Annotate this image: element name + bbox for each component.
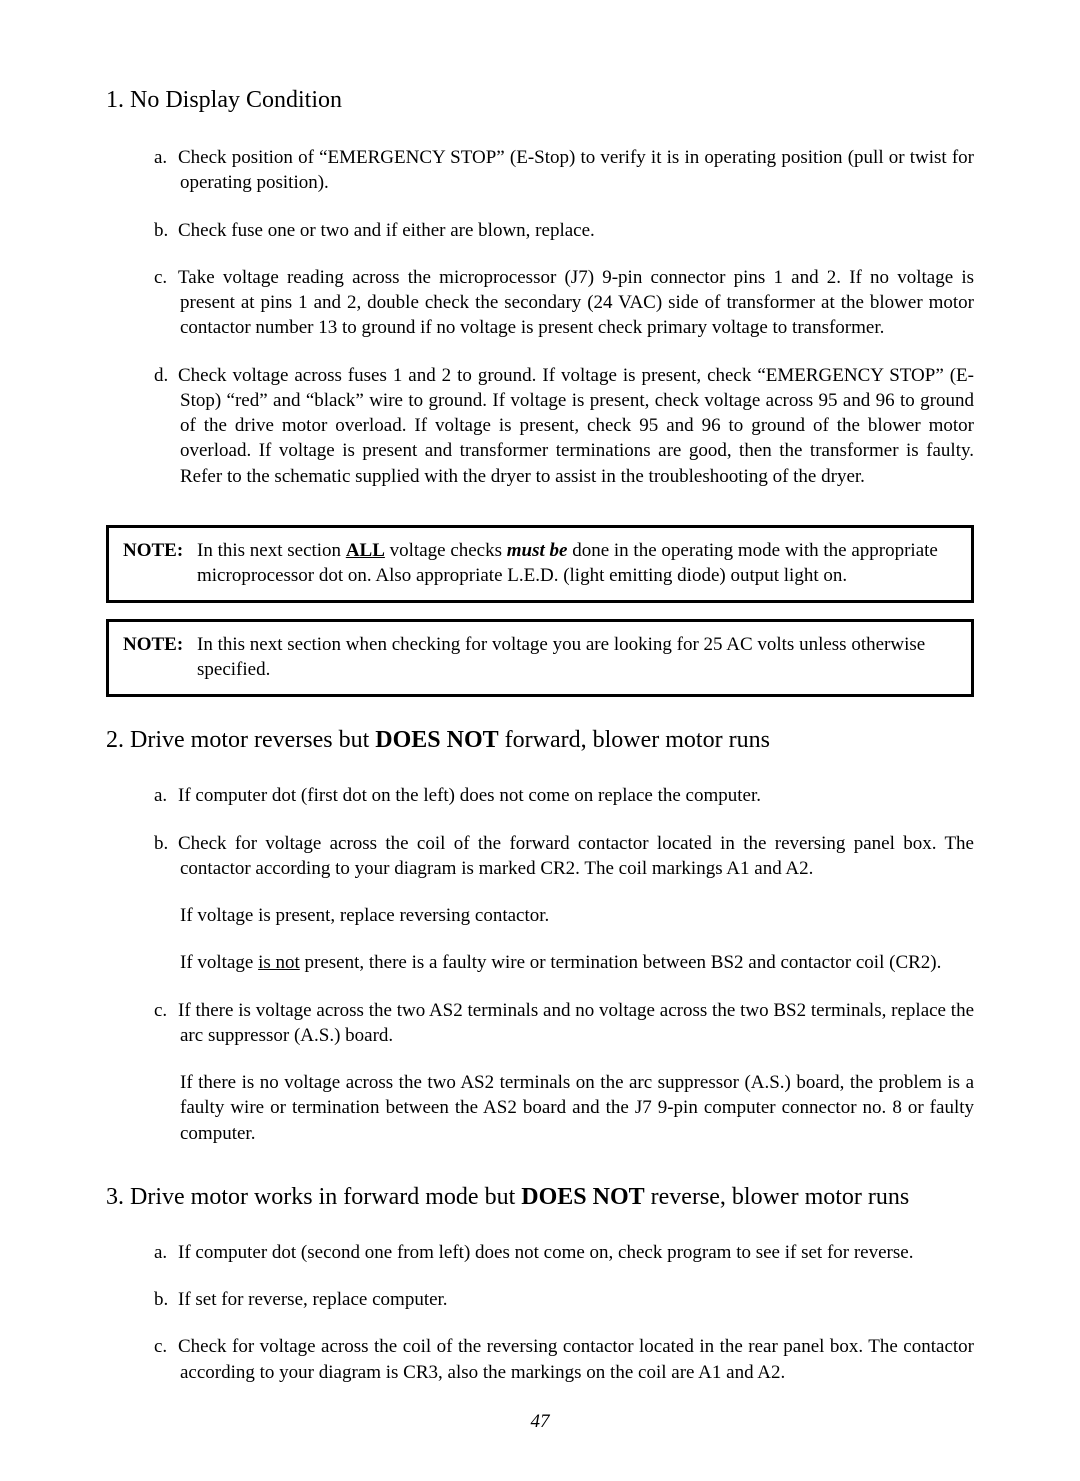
list-item: a.If computer dot (second one from left)… [130, 1240, 974, 1265]
section-2: 2. Drive motor reverses but DOES NOT for… [106, 725, 974, 1146]
item-paragraph: If voltage is present, replace reversing… [180, 903, 974, 928]
item-text: If there is voltage across the two AS2 t… [178, 1000, 974, 1046]
item-text: If set for reverse, replace computer. [178, 1289, 448, 1310]
item-label: c. [154, 1334, 178, 1359]
section-number: 1. [106, 87, 124, 113]
item-text: Check for voltage across the coil of the… [178, 1336, 974, 1382]
item-text: If computer dot (second one from left) d… [178, 1242, 913, 1263]
item-paragraph: If there is no voltage across the two AS… [180, 1070, 974, 1146]
item-text: If computer dot (first dot on the left) … [178, 785, 761, 806]
note-label: NOTE: [123, 538, 197, 588]
section-1: 1. No Display Condition a.Check position… [106, 85, 974, 489]
section-3-heading: 3. Drive motor works in forward mode but… [106, 1182, 974, 1212]
para-underline: is not [258, 952, 300, 973]
item-label: a. [154, 1240, 178, 1265]
section-title-bold: DOES NOT [375, 727, 498, 753]
section-2-heading: 2. Drive motor reverses but DOES NOT for… [106, 725, 974, 755]
list-item: c.Take voltage reading across the microp… [130, 265, 974, 341]
item-label: a. [154, 783, 178, 808]
note-label: NOTE: [123, 632, 197, 682]
item-label: a. [154, 145, 178, 170]
list-item: c.If there is voltage across the two AS2… [130, 998, 974, 1146]
item-text: Check voltage across fuses 1 and 2 to gr… [178, 365, 974, 487]
note-box-1: NOTE: In this next section ALL voltage c… [106, 525, 974, 603]
item-label: c. [154, 998, 178, 1023]
item-label: b. [154, 831, 178, 856]
document-page: 1. No Display Condition a.Check position… [0, 0, 1080, 1481]
list-item: c.Check for voltage across the coil of t… [130, 1334, 974, 1385]
section-2-list: a.If computer dot (first dot on the left… [106, 783, 974, 1146]
item-text: Check fuse one or two and if either are … [178, 220, 595, 241]
para-text: present, there is a faulty wire or termi… [300, 952, 942, 973]
page-number: 47 [0, 1411, 1080, 1433]
item-text: Check for voltage across the coil of the… [178, 833, 974, 879]
item-label: c. [154, 265, 178, 290]
section-title: No Display Condition [130, 87, 342, 113]
section-title-bold: DOES NOT [521, 1184, 644, 1210]
note-text: voltage checks [385, 540, 507, 561]
item-label: d. [154, 363, 178, 388]
item-label: b. [154, 218, 178, 243]
section-title-pre: Drive motor reverses but [130, 727, 375, 753]
section-3-list: a.If computer dot (second one from left)… [106, 1240, 974, 1385]
section-number: 2. [106, 727, 124, 753]
list-item: d.Check voltage across fuses 1 and 2 to … [130, 363, 974, 489]
section-3: 3. Drive motor works in forward mode but… [106, 1182, 974, 1385]
section-title-pre: Drive motor works in forward mode but [130, 1184, 521, 1210]
note-row: NOTE: In this next section when checking… [123, 632, 957, 682]
list-item: b.If set for reverse, replace computer. [130, 1287, 974, 1312]
note-emphasis-all: ALL [346, 540, 385, 561]
section-title-post: forward, blower motor runs [499, 727, 770, 753]
list-item: a.If computer dot (first dot on the left… [130, 783, 974, 808]
section-title-post: reverse, blower motor runs [645, 1184, 910, 1210]
list-item: a.Check position of “EMERGENCY STOP” (E-… [130, 145, 974, 196]
note-emphasis-mustbe: must be [507, 540, 568, 561]
note-body: In this next section ALL voltage checks … [197, 538, 957, 588]
item-label: b. [154, 1287, 178, 1312]
note-row: NOTE: In this next section ALL voltage c… [123, 538, 957, 588]
item-text: Check position of “EMERGENCY STOP” (E-St… [178, 147, 974, 193]
note-box-2: NOTE: In this next section when checking… [106, 619, 974, 697]
list-item: b.Check fuse one or two and if either ar… [130, 218, 974, 243]
note-text: In this next section [197, 540, 346, 561]
item-text: Take voltage reading across the micropro… [178, 267, 974, 339]
item-paragraph: If voltage is not present, there is a fa… [180, 950, 974, 975]
para-text: If voltage [180, 952, 258, 973]
section-1-heading: 1. No Display Condition [106, 85, 974, 115]
note-body: In this next section when checking for v… [197, 632, 957, 682]
section-number: 3. [106, 1184, 124, 1210]
section-1-list: a.Check position of “EMERGENCY STOP” (E-… [106, 145, 974, 489]
list-item: b.Check for voltage across the coil of t… [130, 831, 974, 976]
